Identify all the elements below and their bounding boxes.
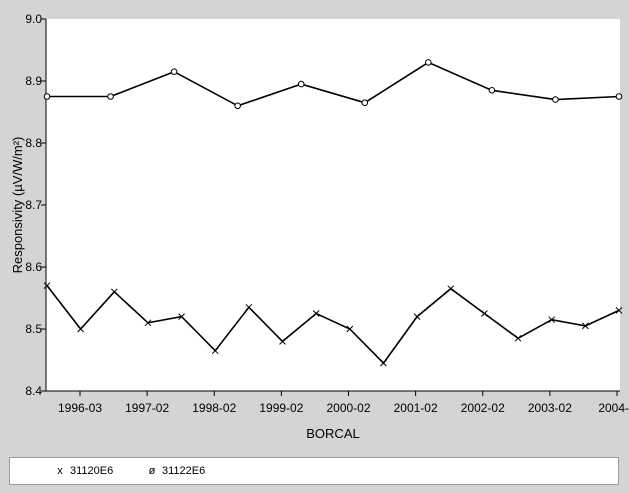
data-point <box>110 288 118 296</box>
data-point-stroke <box>211 347 219 355</box>
data-point-stroke <box>312 310 320 317</box>
y-tick-label: 8.4 <box>25 384 42 398</box>
data-point-stroke <box>144 319 152 327</box>
data-point <box>77 325 85 333</box>
x-tick-label: 2003-02 <box>528 401 572 415</box>
data-point-stroke <box>279 338 286 345</box>
data-point-stroke <box>514 334 522 342</box>
series-layer <box>43 59 623 367</box>
y-axis-ticks: 8.4 8.5 8.6 8.7 8.8 8.9 9.0 <box>25 12 46 398</box>
data-point-stroke <box>548 316 556 324</box>
data-point-stroke <box>43 282 51 289</box>
data-point <box>170 68 178 75</box>
data-point <box>481 310 488 317</box>
y-tick-label: 9.0 <box>25 12 42 26</box>
data-point <box>615 307 623 314</box>
data-point <box>425 59 432 66</box>
data-point-stroke <box>380 359 387 367</box>
x-tick-label: 2004-0 <box>598 401 629 415</box>
x-tick-label: 1998-02 <box>192 401 236 415</box>
data-point-stroke <box>178 313 185 320</box>
x-axis-ticks: 1996-03 1997-02 1998-02 1999-02 2000-02 2001-… <box>58 391 629 415</box>
y-tick-label: 8.9 <box>25 74 42 88</box>
data-point <box>488 87 496 94</box>
data-point <box>234 102 241 110</box>
data-point-stroke <box>245 303 253 311</box>
data-point <box>178 313 185 320</box>
data-point <box>107 93 114 100</box>
y-tick-label: 8.5 <box>25 322 42 336</box>
data-point-stroke <box>581 322 589 330</box>
data-point <box>514 334 522 342</box>
x-tick-label: 2001-02 <box>394 401 438 415</box>
x-tick-label: 1997-02 <box>125 401 169 415</box>
data-point <box>615 93 623 100</box>
data-point <box>279 338 286 345</box>
x-tick-label: 2002-02 <box>461 401 505 415</box>
data-point <box>43 282 51 289</box>
data-point <box>211 347 219 355</box>
data-point-stroke <box>77 325 85 333</box>
y-axis-title: Responsivity (µV/W/m²) <box>10 137 25 274</box>
data-point <box>361 99 369 106</box>
legend-item-31122E6: ø 31122E6 <box>146 465 206 477</box>
x-marker-icon: x <box>57 465 63 477</box>
x-axis-title: BORCAL <box>306 426 359 441</box>
data-point <box>380 359 387 367</box>
line-chart: 8.4 8.5 8.6 8.7 8.8 8.9 9.0 1996-03 1997-02 1998… <box>10 12 629 441</box>
plot-area <box>46 19 620 391</box>
chart-frame: 8.4 8.5 8.6 8.7 8.8 8.9 9.0 1996-03 1997-02 1998… <box>10 12 629 441</box>
data-point <box>312 310 320 317</box>
legend-label: 31120E6 <box>70 465 114 477</box>
legend: x 31120E6 ø 31122E6 <box>9 457 619 485</box>
data-point-stroke <box>346 325 354 333</box>
x-tick-label: 1999-02 <box>259 401 303 415</box>
data-point <box>144 319 152 327</box>
data-point <box>297 80 305 88</box>
circle-marker-icon: ø <box>148 465 156 477</box>
x-tick-label: 1996-03 <box>58 401 102 415</box>
x-tick-label: 2000-02 <box>326 401 370 415</box>
data-point <box>447 285 455 293</box>
data-point-stroke <box>447 285 455 293</box>
series-31120E6 <box>43 282 623 367</box>
data-point <box>581 322 589 330</box>
data-point <box>43 93 51 100</box>
series-31120E6-line <box>46 285 620 365</box>
data-point-stroke <box>481 310 488 317</box>
legend-item-31120E6: x 31120E6 <box>54 465 113 477</box>
legend-label: 31122E6 <box>162 465 206 477</box>
data-point <box>413 313 421 320</box>
y-tick-label: 8.6 <box>25 260 42 274</box>
data-point <box>346 325 354 333</box>
y-tick-label: 8.7 <box>25 198 42 212</box>
data-point-stroke <box>615 307 623 314</box>
data-point <box>245 303 253 311</box>
data-point <box>552 96 559 103</box>
data-point-stroke <box>110 288 118 296</box>
series-31122E6 <box>43 59 623 110</box>
series-31122E6-line <box>47 61 620 107</box>
y-tick-label: 8.8 <box>25 136 42 150</box>
data-point <box>548 316 556 324</box>
data-point-stroke <box>413 313 421 320</box>
